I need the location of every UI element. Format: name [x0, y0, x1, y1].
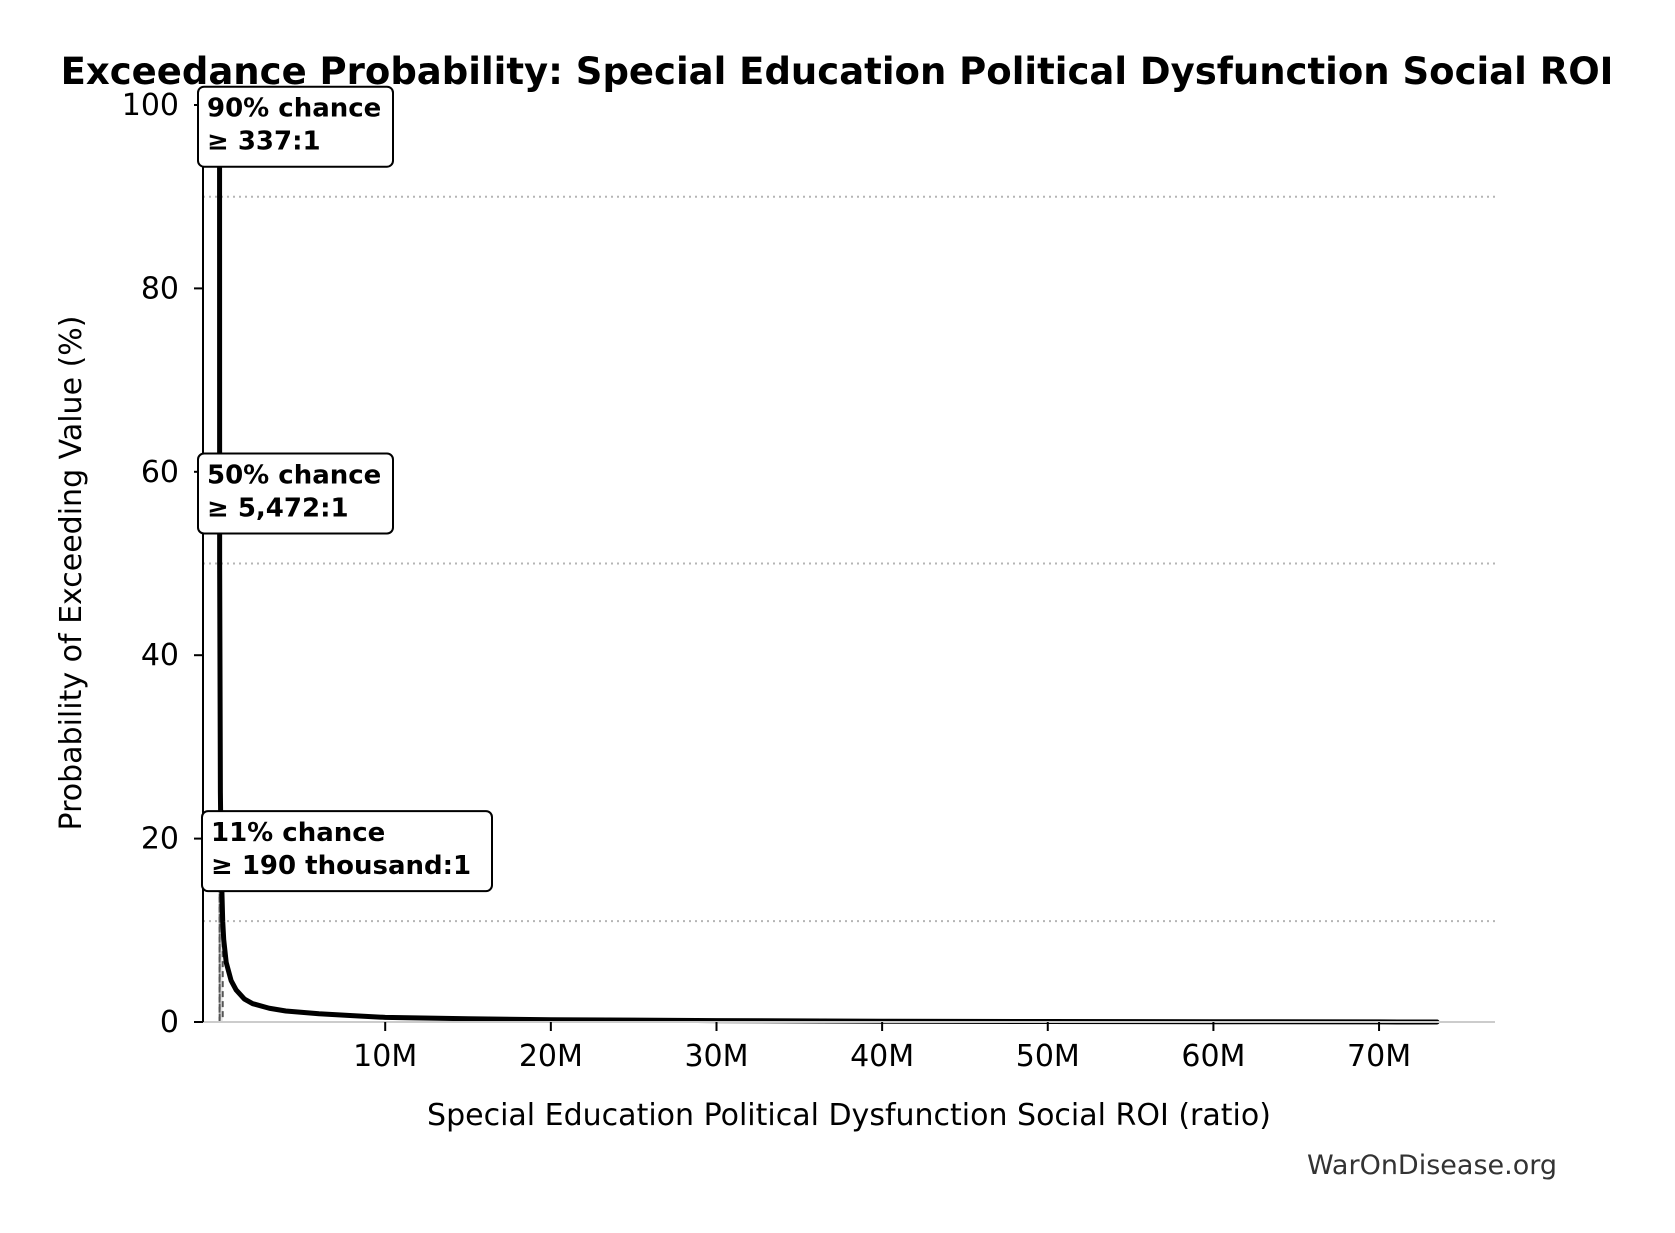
x-tick-label: 60M: [1181, 1039, 1245, 1074]
x-tick-label: 40M: [850, 1039, 914, 1074]
x-tick-label: 10M: [353, 1039, 417, 1074]
annotation-frame: [201, 810, 493, 893]
x-tick-label: 50M: [1016, 1039, 1080, 1074]
x-tick-label: 30M: [684, 1039, 748, 1074]
annotation-line-2: ≥ 5,472:1: [207, 494, 349, 524]
y-tick-label: 100: [122, 88, 179, 123]
source-label: WarOnDisease.org: [1307, 1150, 1557, 1181]
x-axis-label: Special Education Political Dysfunction …: [427, 1098, 1271, 1133]
y-tick-label: 40: [141, 638, 179, 673]
annotation-frame: [197, 452, 394, 535]
y-tick-label: 20: [141, 822, 179, 857]
y-tick-label: 0: [160, 1005, 179, 1040]
annotation-box: 50% chance≥ 5,472:1: [197, 452, 394, 535]
annotation-box: 90% chance≥ 337:1: [197, 85, 394, 168]
y-tick-label: 80: [141, 271, 179, 306]
annotation-line-1: 11% chance: [211, 818, 385, 848]
y-axis-label: Probability of Exceeding Value (%): [54, 316, 89, 831]
annotation-line-1: 50% chance: [207, 461, 381, 491]
y-tick-label: 60: [141, 455, 179, 490]
annotation-frame: [197, 85, 394, 168]
x-tick-label: 20M: [519, 1039, 583, 1074]
annotation-line-2: ≥ 190 thousand:1: [211, 851, 471, 881]
annotations: 90% chance≥ 337:1 50% chance≥ 5,472:1 11% …: [197, 85, 493, 893]
plot-area: 10M 20M 30M 40M 50M 60M 70M 0 20 40 60 80 100: [122, 88, 1495, 1074]
x-tick-label: 70M: [1347, 1039, 1411, 1074]
annotation-box: 11% chance≥ 190 thousand:1: [201, 810, 493, 893]
annotation-line-2: ≥ 337:1: [207, 127, 321, 157]
annotation-line-1: 90% chance: [207, 94, 381, 124]
